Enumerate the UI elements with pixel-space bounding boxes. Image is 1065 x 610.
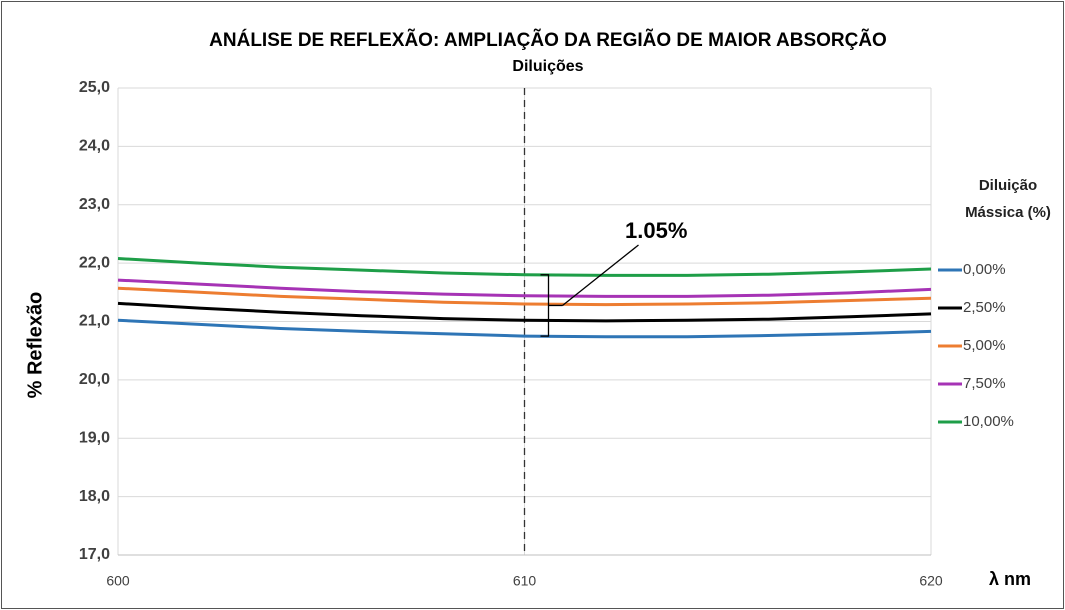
x-tick-label: 610 (513, 573, 537, 589)
data-line (117, 318, 932, 339)
legend-label: 2,50% (963, 299, 1006, 316)
chart-title: ANÁLISE DE REFLEXÃO: AMPLIAÇÃO DA REGIÃO… (209, 29, 887, 51)
y-axis-label: % Reflexão (24, 292, 46, 399)
legend-label: 0,00% (963, 261, 1006, 278)
annotation: 1.05% (625, 218, 687, 243)
y-tick-label: 21,0 (79, 313, 110, 330)
y-tick-label: 17,0 (79, 546, 110, 563)
y-tick-label: 24,0 (79, 138, 110, 155)
y-tick-label: 22,0 (79, 254, 110, 271)
data-line (117, 301, 932, 323)
y-tick-label: 19,0 (79, 429, 110, 446)
annotation-arrow (562, 244, 639, 306)
legend-label: 5,00% (963, 337, 1006, 354)
chart-subtitle: Diluições (512, 58, 583, 75)
x-axis-label: λ nm (989, 569, 1031, 589)
legend-label: 10,00% (963, 413, 1014, 430)
x-tick-label: 620 (919, 573, 943, 589)
legend-title: Mássica (%) (965, 204, 1051, 221)
y-tick-label: 18,0 (79, 488, 110, 505)
data-line (117, 257, 932, 277)
y-tick-label: 20,0 (79, 371, 110, 388)
legend-label: 7,50% (963, 375, 1006, 392)
annotation-bracket (540, 274, 563, 337)
x-tick-label: 600 (106, 573, 130, 589)
data-line (117, 286, 932, 307)
legend-title: Diluição (979, 177, 1037, 194)
y-tick-label: 25,0 (79, 79, 110, 96)
data-line (117, 278, 932, 298)
y-tick-label: 23,0 (79, 196, 110, 213)
